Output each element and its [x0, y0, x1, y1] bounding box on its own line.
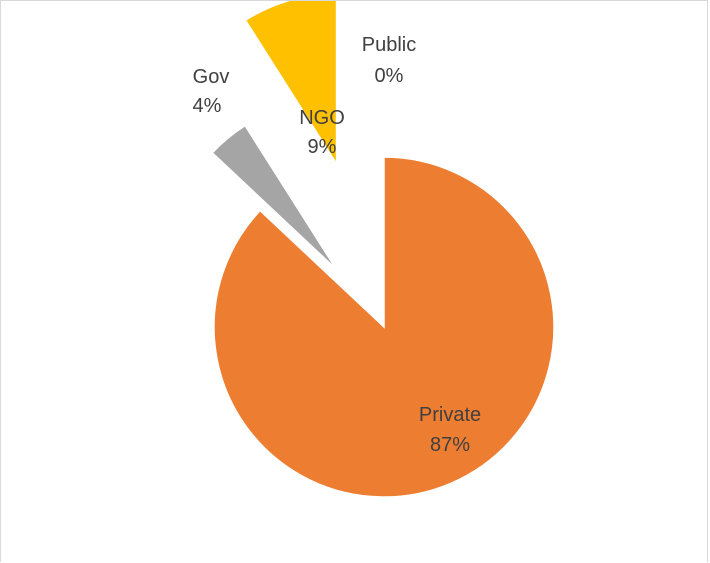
pie-slices [211, 1, 555, 498]
slice-label-private-value: 87% [430, 434, 470, 456]
pie-slice-gov [211, 124, 337, 270]
pie-slice-private [213, 156, 555, 498]
slice-label-ngo-name: NGO [299, 107, 345, 129]
slice-label-private-name: Private [419, 404, 481, 426]
pie-slice-ngo [244, 1, 338, 167]
slice-label-public-name: Public [362, 34, 416, 56]
slice-label-gov-name: Gov [193, 66, 230, 88]
slice-label-ngo-value: 9% [308, 136, 337, 158]
slice-label-gov-value: 4% [193, 95, 222, 117]
slice-label-public-value: 0% [375, 65, 404, 87]
